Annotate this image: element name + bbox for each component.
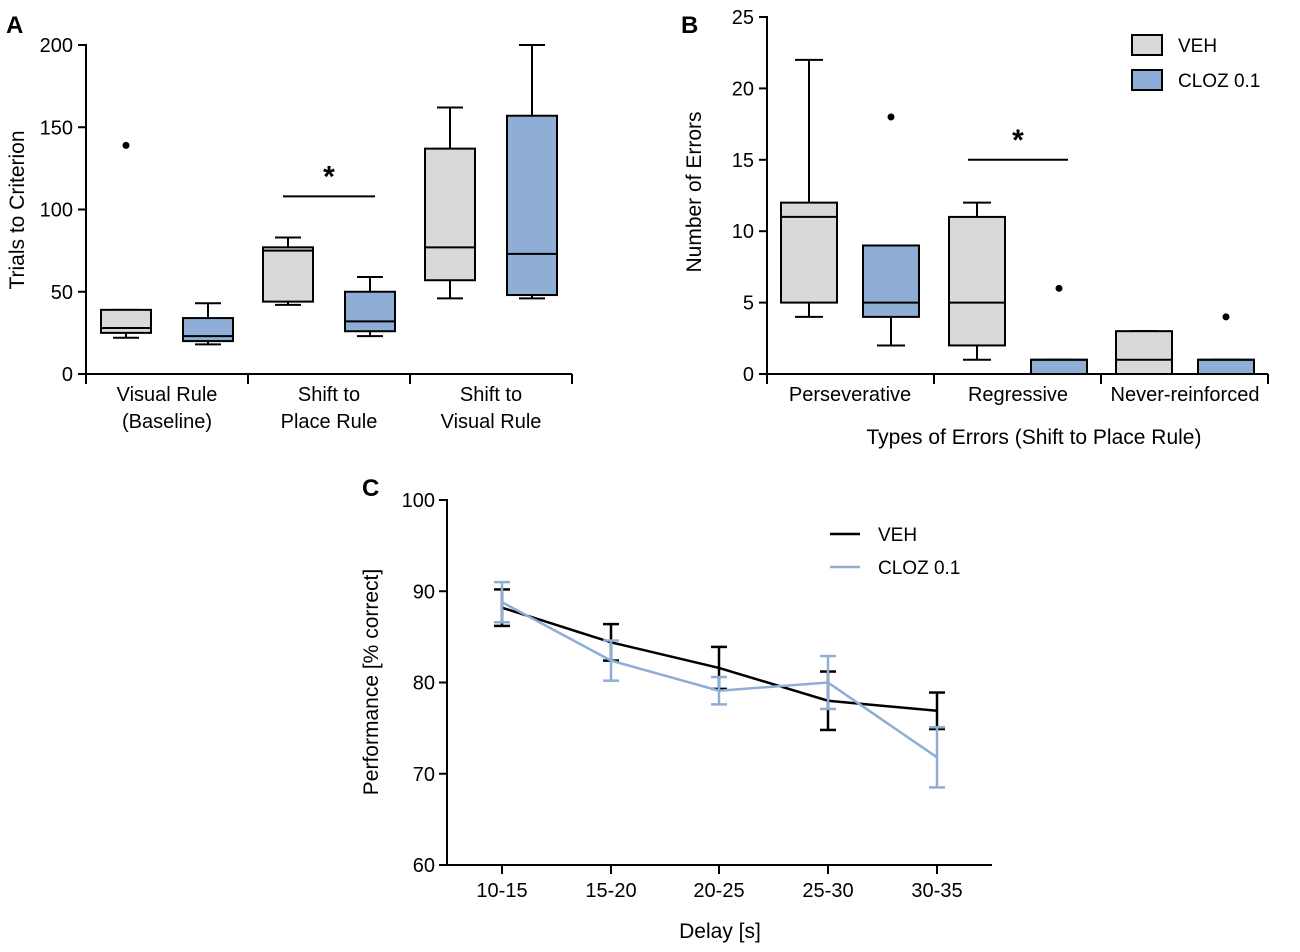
y-tick-label: 0 xyxy=(743,364,754,386)
x-tick-label: 25-30 xyxy=(802,880,853,902)
cloz-box xyxy=(862,113,920,347)
category-label: Perseverative xyxy=(789,384,911,406)
cloz-error-bar xyxy=(711,675,727,706)
panel-b-ylabel: Number of Errors xyxy=(683,111,706,272)
category-label: Never-reinforced xyxy=(1111,384,1260,406)
category-label: Visual Rule xyxy=(117,384,218,406)
y-tick-label: 200 xyxy=(40,35,73,57)
cloz-error-bar xyxy=(494,580,510,624)
y-tick-label: 20 xyxy=(732,78,754,100)
outlier-point xyxy=(1222,313,1230,321)
box-iqr xyxy=(262,246,314,303)
veh-box xyxy=(424,106,476,300)
x-tick-label: 30-35 xyxy=(911,880,962,902)
cloz-error-bar xyxy=(603,639,619,682)
y-tick-label: 10 xyxy=(732,221,754,243)
y-tick-label: 0 xyxy=(62,364,73,386)
y-tick-label: 100 xyxy=(40,200,73,222)
significance-star: * xyxy=(323,160,335,193)
cloz-box xyxy=(182,302,234,346)
cloz-box xyxy=(344,275,396,338)
panel-c-plot: 60 70 80 90 100 10-15 15-20 20-25 25-30 30-35 xyxy=(402,490,992,902)
category-label: Visual Rule xyxy=(441,411,542,433)
y-tick-label: 80 xyxy=(413,673,435,695)
veh-box xyxy=(262,236,314,306)
panel-c-xlabel: Delay [s] xyxy=(679,920,761,943)
panel-b-xlabel: Types of Errors (Shift to Place Rule) xyxy=(867,426,1202,449)
legend-c-cloz-label: CLOZ 0.1 xyxy=(878,558,960,579)
category-label: Shift to xyxy=(298,384,360,406)
box-iqr xyxy=(1115,330,1173,376)
outlier-point xyxy=(1055,284,1063,292)
cloz-box xyxy=(1030,284,1088,376)
box-iqr xyxy=(1030,358,1088,376)
y-tick-label: 15 xyxy=(732,150,754,172)
cloz-error-bar xyxy=(820,654,836,711)
x-tick-label: 10-15 xyxy=(476,880,527,902)
box-iqr xyxy=(1197,358,1255,376)
box-iqr xyxy=(948,215,1006,347)
y-tick-label: 90 xyxy=(413,581,435,603)
legend-veh-label: VEH xyxy=(1178,36,1217,57)
y-tick-label: 150 xyxy=(40,117,73,139)
category-label: (Baseline) xyxy=(122,411,212,433)
panel-b-plot: 0 5 10 15 20 25 Perseverative Regressive Never-r… xyxy=(732,7,1269,406)
box-iqr xyxy=(862,244,920,318)
panel-b-letter: B xyxy=(681,12,698,39)
panel-c-ylabel: Performance [% correct] xyxy=(360,569,383,795)
significance-star: * xyxy=(1012,124,1024,157)
cloz-box xyxy=(506,44,558,300)
y-tick-label: 70 xyxy=(413,764,435,786)
veh-box xyxy=(1115,330,1173,376)
y-tick-label: 100 xyxy=(402,490,435,512)
cloz-box xyxy=(1197,313,1255,376)
x-tick-label: 20-25 xyxy=(693,880,744,902)
category-label: Regressive xyxy=(968,384,1068,406)
box-iqr xyxy=(344,290,396,333)
panel-a-plot: 0 50 100 150 200 Visual Rule (Baseline) Shift t… xyxy=(40,35,573,433)
panel-c-legend: VEH CLOZ 0.1 xyxy=(830,525,960,579)
legend-c-veh-label: VEH xyxy=(878,525,917,546)
y-tick-label: 5 xyxy=(743,293,754,315)
box-iqr xyxy=(182,317,234,343)
category-label: Place Rule xyxy=(281,411,378,433)
panel-b-legend: VEH CLOZ 0.1 xyxy=(1131,34,1260,92)
x-tick-label: 15-20 xyxy=(585,880,636,902)
legend-cloz-swatch xyxy=(1131,69,1163,91)
legend-cloz-label: CLOZ 0.1 xyxy=(1178,71,1260,92)
box-iqr xyxy=(506,114,558,297)
cloz-error-bar xyxy=(929,725,945,789)
y-tick-label: 60 xyxy=(413,855,435,877)
box-iqr xyxy=(780,201,838,304)
box-iqr xyxy=(424,147,476,282)
panel-a-letter: A xyxy=(6,12,23,39)
box-iqr xyxy=(100,308,152,334)
outlier-point xyxy=(887,113,895,121)
legend-veh-swatch xyxy=(1131,34,1163,56)
veh-box xyxy=(780,58,838,318)
category-label: Shift to xyxy=(460,384,522,406)
veh-box xyxy=(948,201,1006,361)
panel-c-letter: C xyxy=(362,475,379,502)
outlier-point xyxy=(122,141,130,149)
y-tick-label: 50 xyxy=(51,282,73,304)
panel-a-ylabel: Trials to Criterion xyxy=(6,130,29,289)
veh-box xyxy=(100,141,152,339)
y-tick-label: 25 xyxy=(732,7,754,29)
